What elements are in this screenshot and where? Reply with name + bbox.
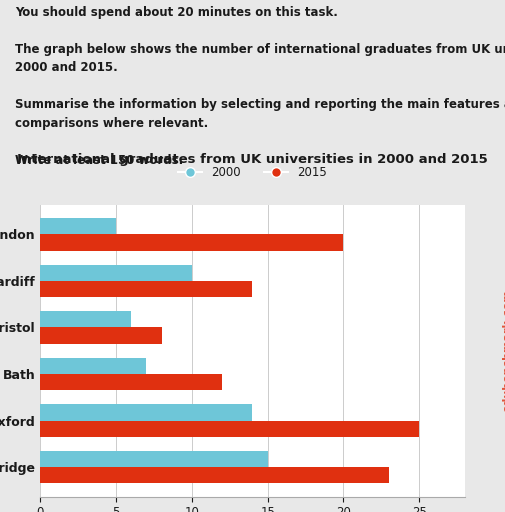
- Bar: [40, 311, 131, 328]
- Legend: 2000, 2015: 2000, 2015: [173, 161, 332, 183]
- Bar: [40, 265, 192, 281]
- Text: You should spend about 20 minutes on this task.

The graph below shows the numbe: You should spend about 20 minutes on thi…: [15, 6, 505, 167]
- Bar: [40, 234, 343, 251]
- Bar: [40, 374, 222, 390]
- Bar: [40, 404, 252, 420]
- Bar: [40, 328, 162, 344]
- Bar: [40, 218, 116, 234]
- Text: edubenchmark.com: edubenchmark.com: [502, 289, 505, 412]
- Bar: [40, 420, 419, 437]
- Title: International graduates from UK universities in 2000 and 2015: International graduates from UK universi…: [17, 153, 488, 166]
- Bar: [40, 281, 252, 297]
- Bar: [40, 451, 268, 467]
- Bar: [40, 467, 389, 483]
- Bar: [40, 358, 146, 374]
